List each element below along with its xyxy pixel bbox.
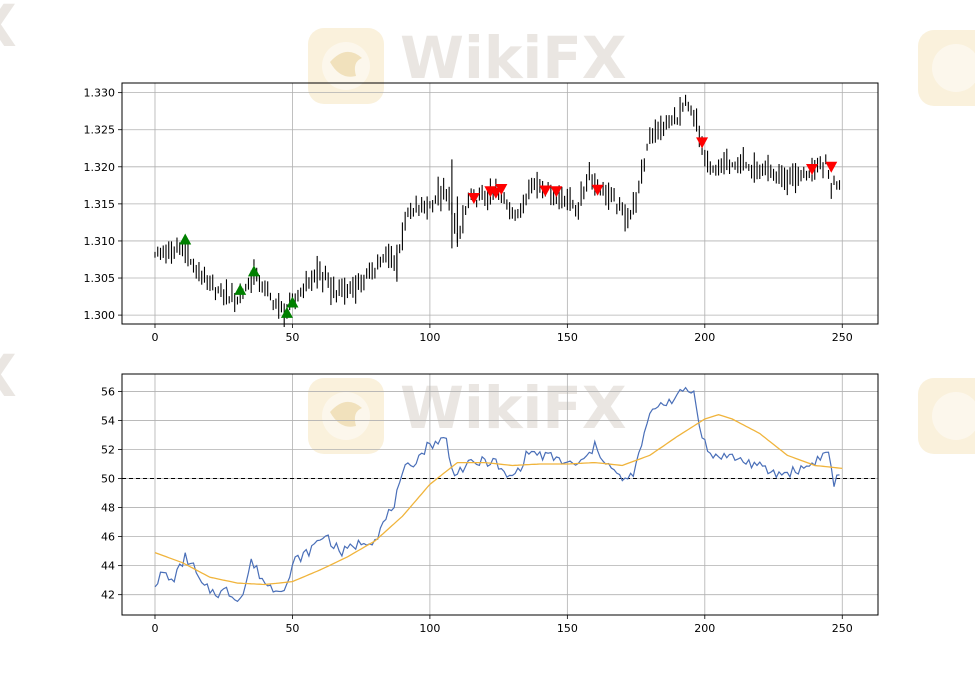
x-tick-label: 150 bbox=[557, 622, 578, 635]
y-tick-label: 50 bbox=[101, 473, 115, 486]
sell-signal-marker bbox=[806, 164, 819, 176]
x-tick-label: 50 bbox=[285, 622, 299, 635]
price-axes: 0 50 100 150 200 250 1.300 1.305 1.310 1.315 1.320… bbox=[84, 82, 879, 344]
watermark: WikiFX WikiFX X X bbox=[0, 0, 975, 454]
axes-frame bbox=[121, 373, 879, 616]
buy-signal-marker bbox=[234, 283, 247, 295]
sell-signal-marker bbox=[539, 185, 552, 197]
sell-signal-marker bbox=[467, 192, 480, 204]
watermark-logo-icon bbox=[308, 378, 384, 454]
y-tick-label: 52 bbox=[101, 443, 115, 456]
y-tick-label: 46 bbox=[101, 531, 115, 544]
y-tick-label: 1.305 bbox=[84, 272, 116, 285]
y-tick-label: 1.320 bbox=[84, 161, 116, 174]
sell-signal-marker bbox=[550, 186, 563, 198]
watermark-text: WikiFX bbox=[400, 24, 627, 92]
buy-signal-marker bbox=[280, 306, 293, 318]
x-tick-label: 250 bbox=[832, 331, 853, 344]
x-tick-label: 200 bbox=[694, 331, 715, 344]
sell-signal-marker bbox=[489, 187, 502, 199]
y-tick-label: 1.330 bbox=[84, 87, 116, 100]
buy-markers bbox=[179, 233, 299, 318]
watermark-text-fragment: X bbox=[0, 342, 17, 410]
x-tick-label: 250 bbox=[832, 622, 853, 635]
watermark-logo-icon bbox=[918, 378, 975, 454]
oscillator-axes: 0 50 100 150 200 250 42 44 46 48 50 52 54 56 bbox=[101, 373, 879, 635]
sell-signal-marker bbox=[825, 161, 838, 173]
y-tick-label: 56 bbox=[101, 385, 115, 398]
x-tick-label: 100 bbox=[419, 622, 440, 635]
y-tick-label: 48 bbox=[101, 502, 115, 515]
sell-signal-marker bbox=[591, 184, 604, 196]
sell-markers bbox=[467, 137, 838, 204]
x-tick-label: 0 bbox=[151, 622, 158, 635]
moving-average-series-line bbox=[154, 414, 843, 586]
sell-signal-marker bbox=[696, 137, 709, 149]
sell-signal-marker bbox=[495, 184, 508, 196]
buy-signal-marker bbox=[179, 233, 192, 245]
x-tick-label: 200 bbox=[694, 622, 715, 635]
y-tick-label: 1.325 bbox=[84, 124, 116, 137]
y-tick-label: 1.310 bbox=[84, 235, 116, 248]
buy-signal-marker bbox=[247, 265, 260, 277]
x-tick-label: 50 bbox=[285, 331, 299, 344]
y-tick-label: 42 bbox=[101, 589, 115, 602]
x-tick-label: 0 bbox=[151, 331, 158, 344]
y-tick-label: 44 bbox=[101, 560, 115, 573]
y-tick-label: 1.300 bbox=[84, 309, 116, 322]
watermark-text: WikiFX bbox=[400, 374, 627, 442]
y-tick-label: 54 bbox=[101, 414, 115, 427]
x-tick-label: 150 bbox=[557, 331, 578, 344]
watermark-text-fragment: X bbox=[0, 0, 17, 60]
y-tick-label: 1.315 bbox=[84, 198, 116, 211]
x-tick-label: 100 bbox=[419, 331, 440, 344]
watermark-logo-icon bbox=[918, 30, 975, 106]
grid bbox=[122, 83, 878, 324]
axes-frame bbox=[121, 82, 879, 325]
buy-signal-marker bbox=[286, 296, 299, 308]
watermark-logo-icon bbox=[308, 28, 384, 104]
